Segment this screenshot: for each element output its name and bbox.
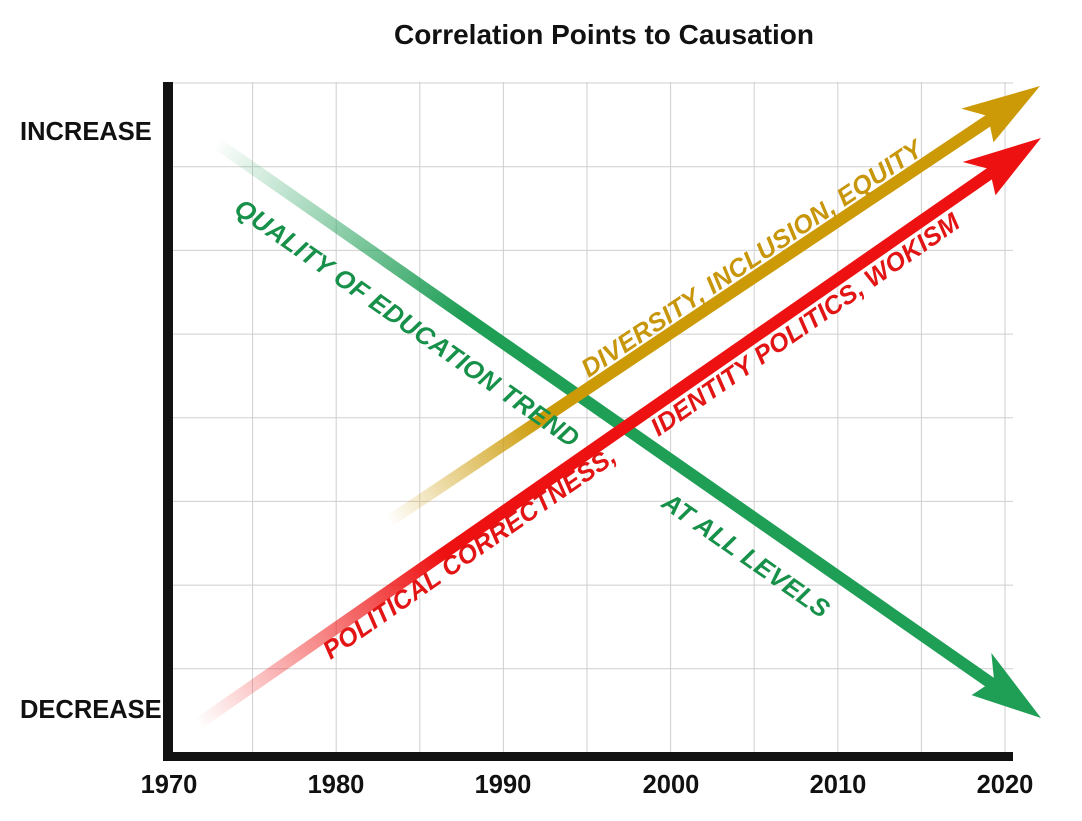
svg-text:POLITICAL CORRECTNESS,: POLITICAL CORRECTNESS, [318, 442, 622, 665]
svg-text:QUALITY OF EDUCATION TREND: QUALITY OF EDUCATION TREND [229, 194, 584, 453]
svg-text:1970: 1970 [141, 771, 198, 799]
svg-text:1980: 1980 [308, 771, 365, 799]
svg-text:2010: 2010 [810, 771, 867, 799]
svg-text:Correlation Points to Causatio: Correlation Points to Causation [394, 19, 814, 50]
svg-text:DECREASE: DECREASE [20, 696, 162, 724]
svg-text:1990: 1990 [475, 771, 532, 799]
svg-text:2020: 2020 [977, 771, 1034, 799]
svg-text:2000: 2000 [643, 771, 700, 799]
svg-text:INCREASE: INCREASE [20, 118, 152, 146]
